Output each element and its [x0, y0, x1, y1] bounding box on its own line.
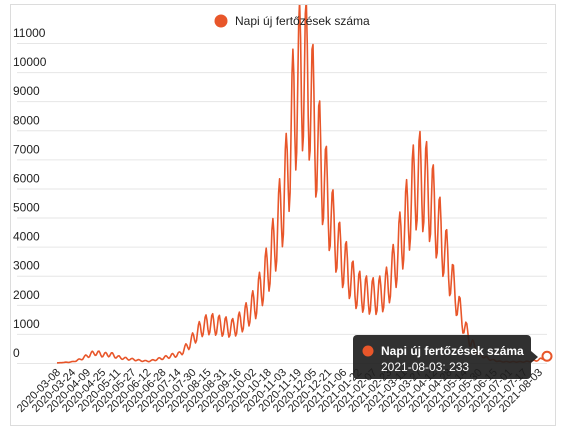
- y-tick-label: 0: [13, 346, 20, 360]
- highlighted-point: [541, 350, 553, 362]
- y-tick-label: 8000: [13, 113, 40, 127]
- y-tick-label: 5000: [13, 201, 40, 215]
- legend-label: Napi új fertőzések száma: [235, 14, 370, 28]
- tooltip: Napi új fertőzések száma 2021-08-03: 233: [353, 335, 538, 379]
- tooltip-arrow: [531, 351, 538, 363]
- y-tick-label: 3000: [13, 259, 40, 273]
- y-tick-label: 10000: [13, 55, 47, 69]
- tooltip-value: 2021-08-03: 233: [381, 360, 469, 374]
- y-tick-label: 6000: [13, 171, 40, 185]
- tooltip-marker: [362, 345, 374, 357]
- y-tick-label: 9000: [13, 84, 40, 98]
- chart-frame: 0 1000 2000 3000 4000 5000 6000 7000 8000 9000 100…: [10, 4, 556, 426]
- y-tick-label: 7000: [13, 142, 40, 156]
- legend-marker: [214, 14, 228, 28]
- line-chart: 0 1000 2000 3000 4000 5000 6000 7000 8000 9000 100…: [13, 5, 553, 415]
- y-tick-label: 1000: [13, 317, 40, 331]
- tooltip-series-label: Napi új fertőzések száma: [381, 344, 524, 358]
- legend: Napi új fertőzések száma: [214, 14, 370, 28]
- y-tick-label: 4000: [13, 230, 40, 244]
- y-tick-label: 2000: [13, 288, 40, 302]
- series-line: [56, 5, 548, 364]
- tooltip-box: [353, 335, 531, 379]
- y-tick-label: 11000: [13, 26, 46, 40]
